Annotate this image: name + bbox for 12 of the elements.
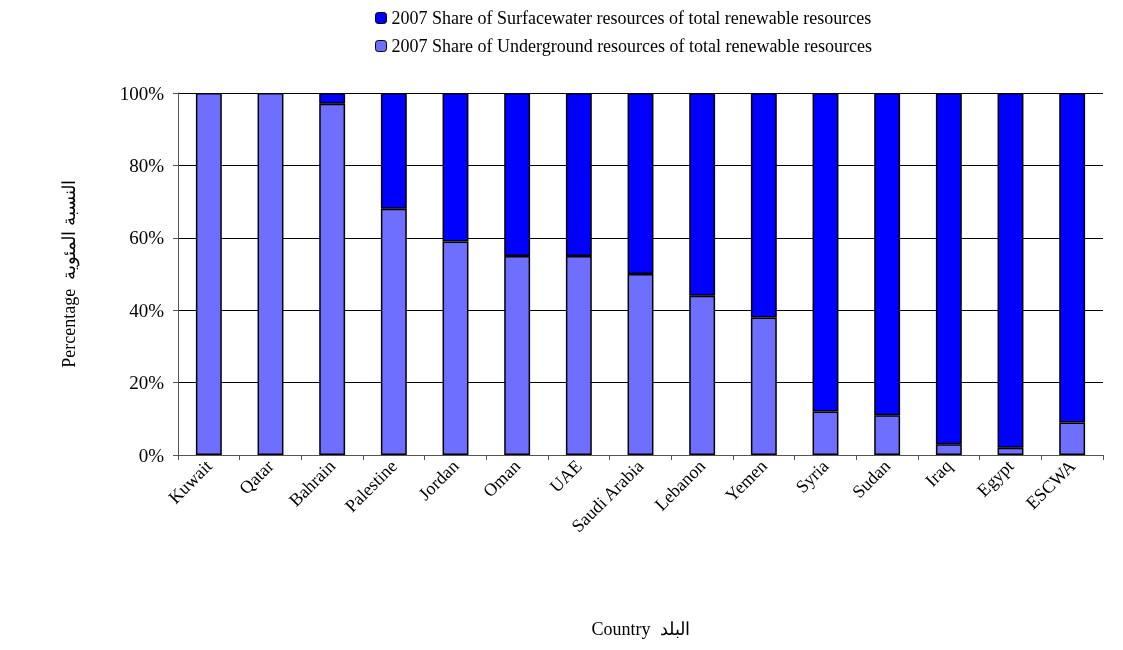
legend-label: 2007 Share of Underground resources of total renewable resources xyxy=(391,36,872,56)
y-tick-label: 40% xyxy=(129,299,165,321)
x-tick-label: Iraq xyxy=(921,455,956,491)
y-tick-label: 20% xyxy=(129,372,165,394)
y-axis-title: Percentage النسبة المئوية xyxy=(59,180,80,368)
y-tick-label: 80% xyxy=(129,154,165,176)
x-axis-title: Country البلد xyxy=(591,619,690,639)
y-tick-label: 100% xyxy=(119,82,165,104)
x-tick-label: Syria xyxy=(791,455,833,497)
y-tick-label: 0% xyxy=(138,444,165,466)
y-tick-label: 60% xyxy=(129,227,165,249)
legend-label: 2007 Share of Surfacewater resources of total renewable resources xyxy=(391,8,872,28)
